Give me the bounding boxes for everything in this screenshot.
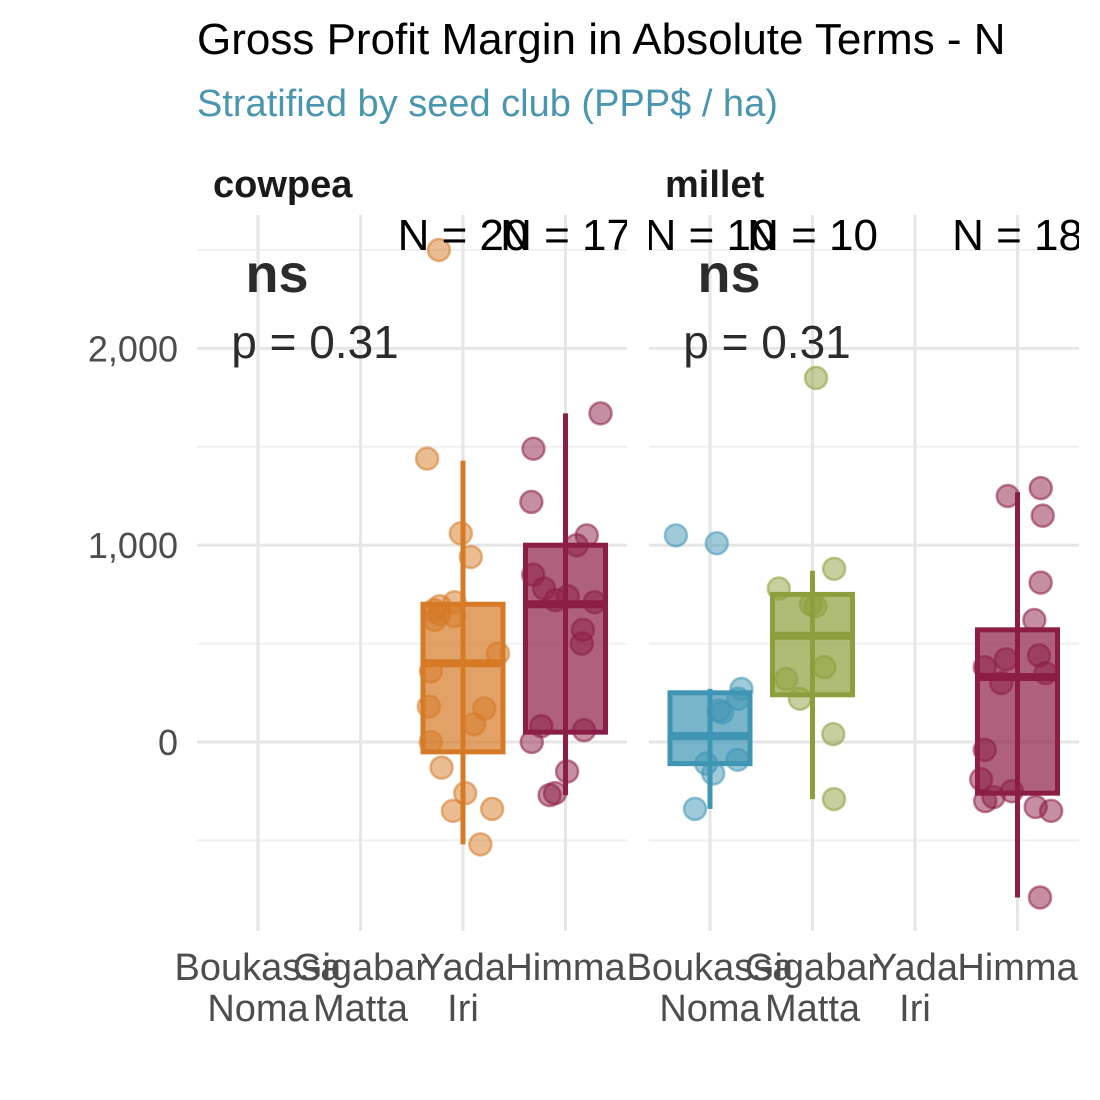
data-point <box>1028 475 1054 501</box>
data-point <box>554 759 580 784</box>
boxplot-group <box>766 365 855 812</box>
n-label: N = 10 <box>645 211 776 260</box>
n-label: N = 20 <box>398 211 529 260</box>
x-tick-label: Himma <box>505 947 626 989</box>
data-point <box>972 788 998 814</box>
significance-label: ns <box>697 244 760 304</box>
data-point <box>418 729 444 755</box>
data-point <box>440 798 466 824</box>
data-point <box>821 721 846 747</box>
gridlines <box>649 215 1079 931</box>
data-point <box>1038 798 1064 824</box>
data-point <box>468 832 493 857</box>
panel-marks: N = 10N = 10 N = 18 <box>645 211 1083 910</box>
boxplot-group <box>663 523 754 822</box>
data-point <box>418 658 444 684</box>
data-point <box>519 729 545 755</box>
data-point <box>588 401 613 426</box>
n-label: N = 17 <box>500 211 631 260</box>
data-point <box>479 796 505 822</box>
data-point <box>458 544 484 570</box>
data-point <box>452 780 478 806</box>
facet-label: cowpea <box>213 164 353 206</box>
data-point <box>485 641 511 666</box>
x-tick-label: Gigabar Matta <box>745 947 881 1030</box>
boxplot-group <box>414 237 511 857</box>
data-point <box>542 780 568 806</box>
x-tick-label: Boukassa Noma <box>627 947 795 1030</box>
data-point <box>766 576 792 601</box>
n-label: N = 18 <box>952 211 1083 260</box>
p-value-label: p = 0.31 <box>231 316 399 368</box>
data-point <box>725 747 750 772</box>
data-point <box>414 446 440 471</box>
data-point <box>1028 570 1053 595</box>
data-point <box>1022 607 1047 633</box>
boxplot-group <box>519 401 613 808</box>
x-tick-label: Gigabar Matta <box>293 947 429 1030</box>
data-point <box>993 647 1019 672</box>
x-tick-label: Yada Iri <box>420 947 507 1030</box>
x-tick-label: Boukassa Noma <box>175 947 343 1030</box>
data-point <box>571 717 597 743</box>
data-point <box>1027 885 1053 910</box>
data-point <box>787 686 813 711</box>
data-point <box>773 666 799 692</box>
data-point <box>564 532 589 558</box>
chart-subtitle: Stratified by seed club (PPP$ / ha) <box>197 83 778 125</box>
data-point <box>663 523 689 548</box>
data-point <box>422 607 448 633</box>
data-point <box>803 593 828 619</box>
data-point <box>1033 660 1058 686</box>
x-tick-label: Himma <box>957 947 1078 989</box>
data-point <box>700 761 726 786</box>
data-point <box>429 755 454 780</box>
y-tick-label: 2,000 <box>88 328 178 369</box>
facet-panel-cowpea: cowpea N = 20N = 17 ns p = 0.31 Boukassa Noma… <box>175 164 631 1030</box>
facet-panels: cowpea N = 20N = 17 ns p = 0.31 Boukassa Noma… <box>175 164 1083 1030</box>
data-point <box>521 436 546 462</box>
data-point <box>972 654 998 680</box>
y-axis: 0 1,000 2,000 <box>88 328 178 763</box>
data-point <box>448 521 474 546</box>
data-point <box>972 737 997 763</box>
data-point <box>682 796 708 822</box>
x-tick-label: Yada Iri <box>872 947 959 1030</box>
p-value-label: p = 0.31 <box>683 316 851 368</box>
facet-label: millet <box>665 164 765 206</box>
boxplot-group <box>968 475 1064 910</box>
y-tick-label: 0 <box>158 722 178 763</box>
data-point <box>812 654 837 680</box>
data-point <box>803 365 829 391</box>
data-point <box>995 483 1021 509</box>
data-point <box>1030 503 1055 528</box>
n-label: N = 10 <box>747 211 878 260</box>
data-point <box>519 489 544 515</box>
data-point <box>426 237 452 263</box>
data-point <box>543 588 568 613</box>
data-point <box>461 712 487 737</box>
data-point <box>704 530 730 556</box>
data-point <box>569 631 595 656</box>
significance-label: ns <box>245 244 308 304</box>
y-tick-label: 1,000 <box>88 525 178 566</box>
data-point <box>821 556 847 582</box>
facet-panel-millet: millet N = 10N = 10 N = 18 ns p = 0.31 Boukas… <box>627 164 1083 1030</box>
chart-title: Gross Profit Margin in Absolute Terms - … <box>197 15 1006 64</box>
data-point <box>989 670 1014 696</box>
panel-marks: N = 20N = 17 <box>398 211 631 857</box>
data-point <box>582 590 607 615</box>
data-point <box>821 786 847 812</box>
data-point <box>709 700 735 725</box>
data-point <box>416 694 442 719</box>
data-point <box>725 686 751 711</box>
